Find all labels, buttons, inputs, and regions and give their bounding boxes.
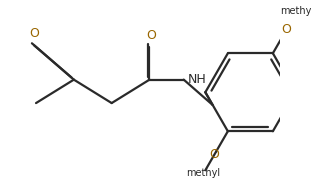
Text: O: O bbox=[281, 23, 291, 36]
Text: methyl: methyl bbox=[280, 6, 311, 16]
Text: methyl: methyl bbox=[187, 168, 220, 178]
Text: NH: NH bbox=[187, 73, 206, 86]
Text: O: O bbox=[29, 27, 39, 40]
Text: O: O bbox=[209, 148, 219, 161]
Text: O: O bbox=[146, 29, 156, 42]
